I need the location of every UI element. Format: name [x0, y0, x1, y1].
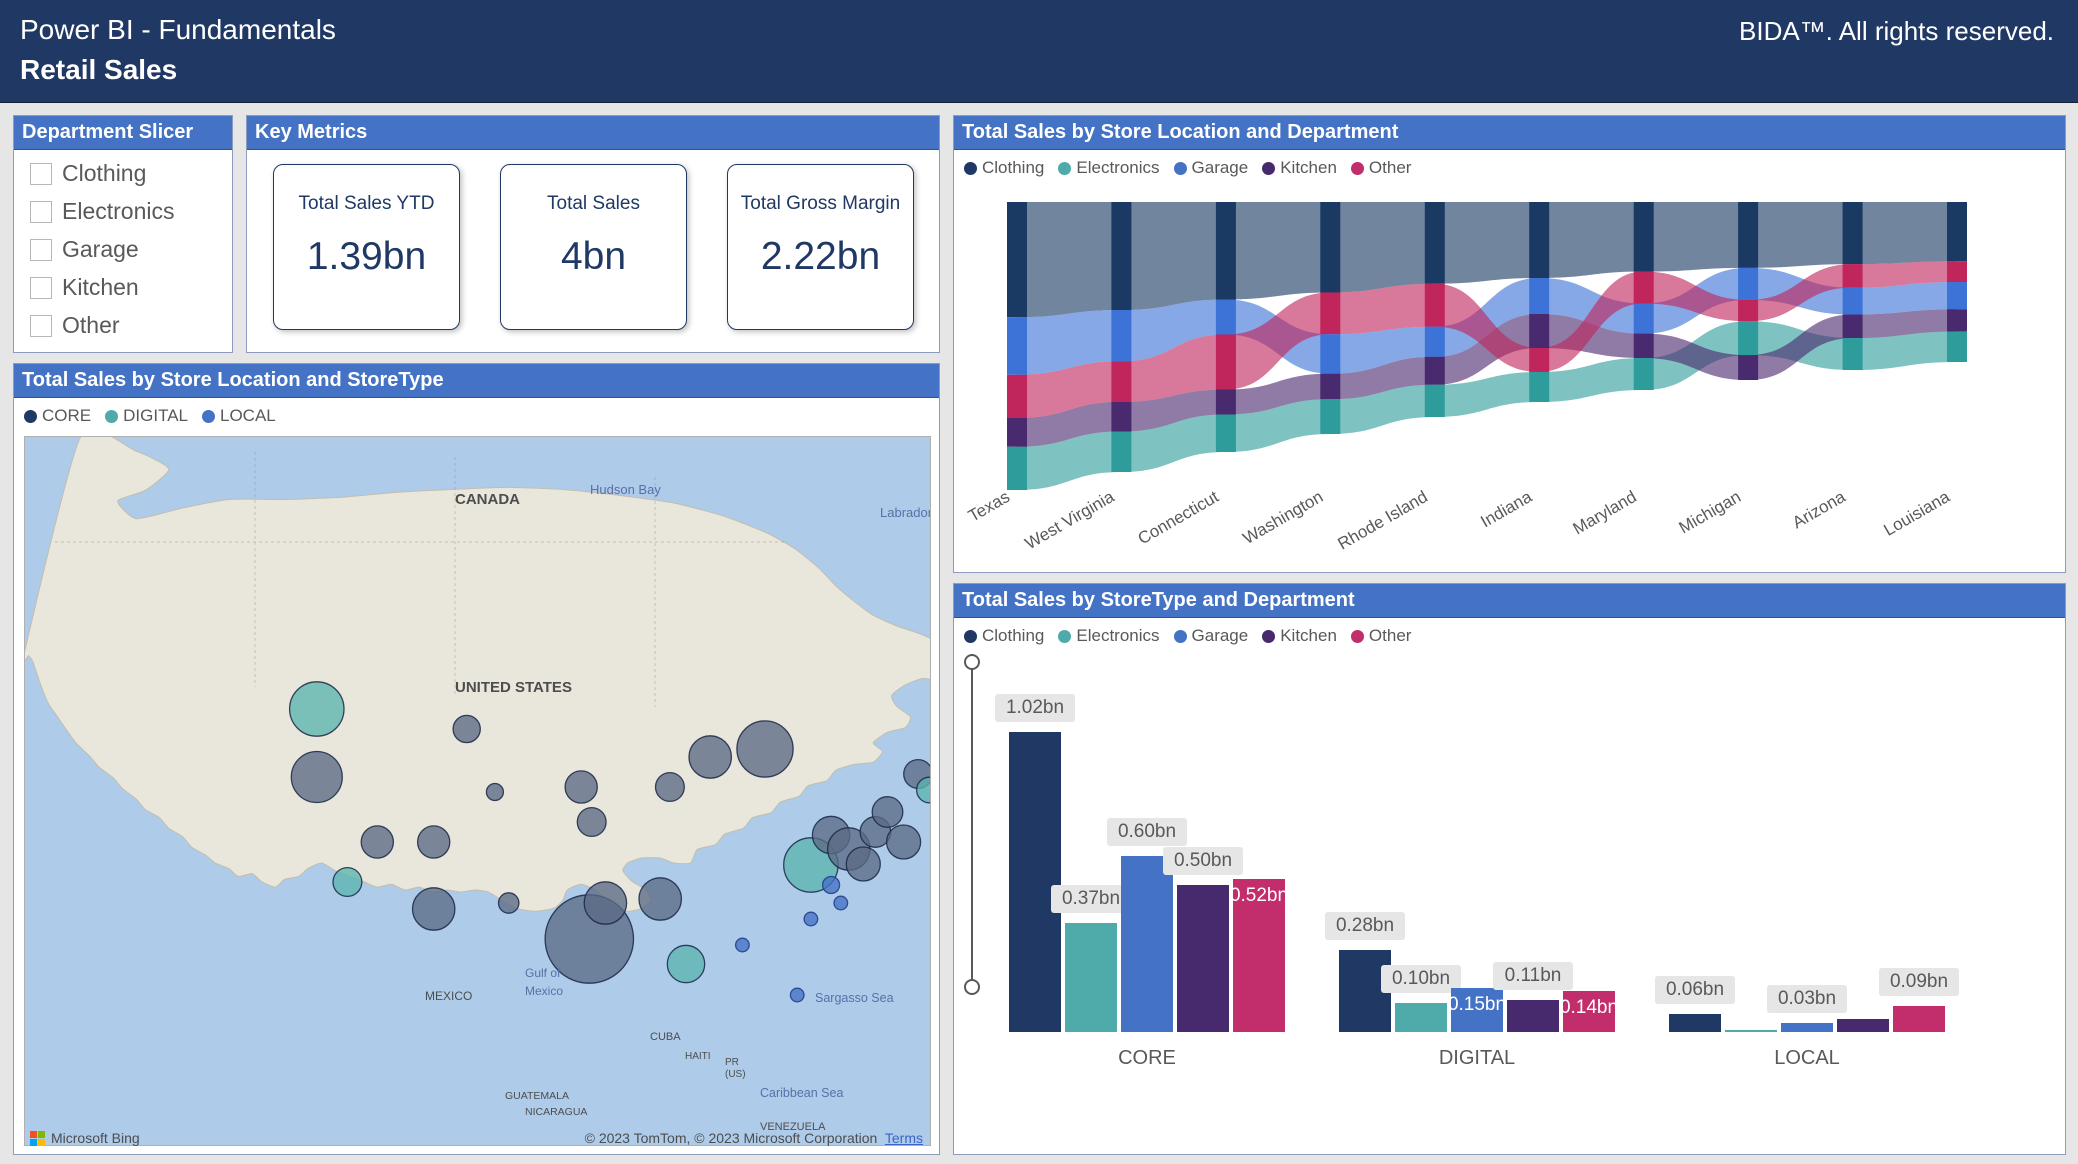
svg-text:Hudson Bay: Hudson Bay	[590, 482, 661, 497]
svg-text:Gulf of: Gulf of	[525, 966, 561, 980]
svg-text:Caribbean Sea: Caribbean Sea	[760, 1086, 843, 1100]
svg-text:NICARAGUA: NICARAGUA	[525, 1106, 587, 1118]
svg-text:MEXICO: MEXICO	[425, 989, 472, 1003]
svg-text:Rhode Island: Rhode Island	[1335, 487, 1431, 554]
svg-text:Labrador Sea: Labrador Sea	[880, 505, 931, 520]
svg-text:PR: PR	[725, 1057, 739, 1068]
svg-text:West Virginia: West Virginia	[1022, 487, 1118, 553]
svg-text:HAITI: HAITI	[685, 1051, 711, 1062]
svg-text:Washington: Washington	[1240, 487, 1327, 548]
svg-text:Maryland: Maryland	[1570, 487, 1640, 538]
svg-text:(US): (US)	[725, 1069, 746, 1080]
svg-text:Indiana: Indiana	[1477, 487, 1535, 532]
svg-text:Connecticut: Connecticut	[1135, 487, 1222, 548]
svg-text:CANADA: CANADA	[455, 491, 520, 508]
svg-text:Arizona: Arizona	[1789, 487, 1849, 533]
svg-text:Mexico: Mexico	[525, 984, 563, 998]
svg-text:Texas: Texas	[965, 487, 1013, 526]
svg-text:Sargasso Sea: Sargasso Sea	[815, 991, 894, 1005]
svg-text:Michigan: Michigan	[1676, 487, 1744, 537]
svg-text:UNITED STATES: UNITED STATES	[455, 679, 572, 696]
svg-text:CUBA: CUBA	[650, 1031, 681, 1043]
svg-text:GUATEMALA: GUATEMALA	[505, 1090, 569, 1102]
svg-text:Louisiana: Louisiana	[1880, 487, 1953, 540]
